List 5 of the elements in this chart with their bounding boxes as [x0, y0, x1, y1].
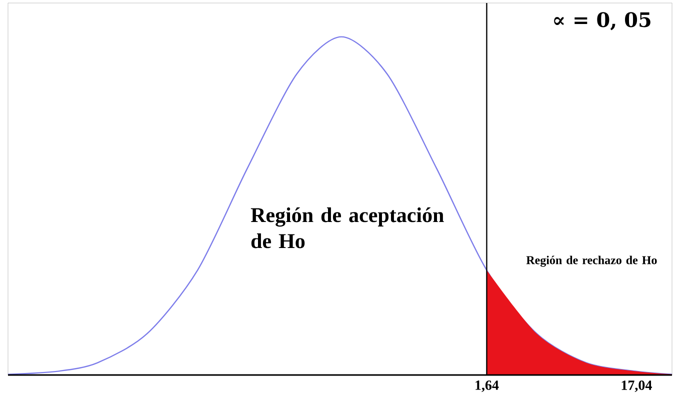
x-tick-label: 1,64 — [476, 380, 499, 392]
annotation: Región de aceptación de Ho — [250, 207, 444, 248]
annotation: Región de rechazo de Ho — [526, 256, 657, 267]
text: ∝ = 0, 05 — [554, 12, 650, 30]
x-tick-label: 17,04 — [622, 380, 652, 392]
